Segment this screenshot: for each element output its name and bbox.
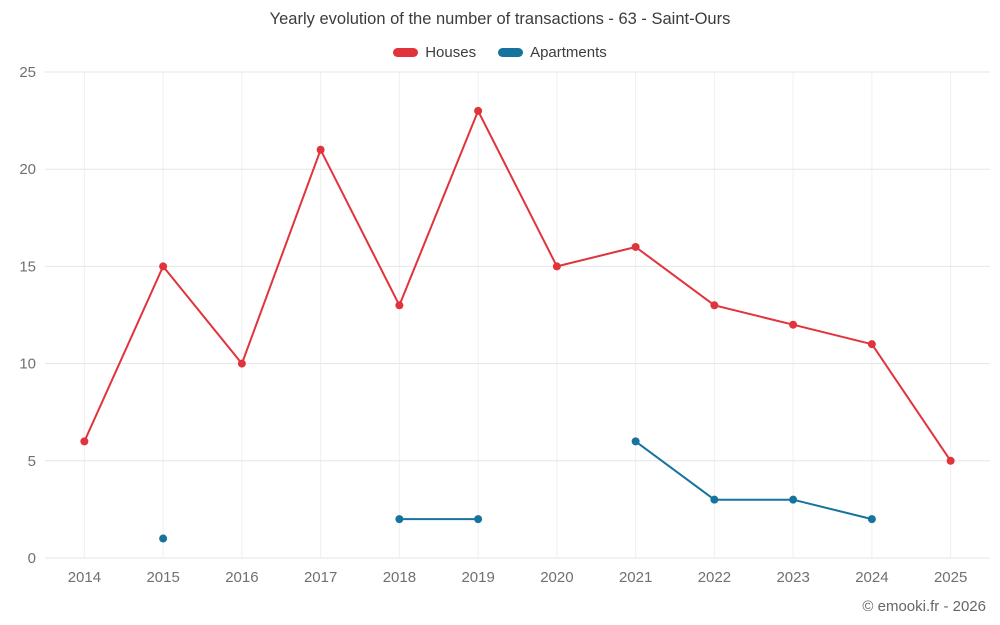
svg-text:25: 25: [19, 64, 36, 81]
legend-label-apartments: Apartments: [530, 44, 607, 61]
svg-text:2015: 2015: [146, 569, 179, 586]
svg-text:2017: 2017: [304, 569, 337, 586]
legend-item-apartments[interactable]: Apartments: [498, 44, 607, 61]
svg-text:2016: 2016: [225, 569, 258, 586]
svg-text:2014: 2014: [68, 569, 101, 586]
svg-text:2024: 2024: [855, 569, 888, 586]
svg-text:2021: 2021: [619, 569, 652, 586]
svg-text:2020: 2020: [540, 569, 573, 586]
svg-text:2022: 2022: [698, 569, 731, 586]
legend-swatch-houses: [393, 48, 419, 57]
svg-text:5: 5: [28, 453, 36, 470]
svg-text:20: 20: [19, 161, 36, 178]
svg-text:2025: 2025: [934, 569, 967, 586]
legend-label-houses: Houses: [425, 44, 477, 61]
svg-text:15: 15: [19, 258, 36, 275]
svg-text:2023: 2023: [776, 569, 809, 586]
legend-item-houses[interactable]: Houses: [393, 44, 476, 61]
chart-legend: Houses Apartments: [0, 44, 1000, 61]
chart-title: Yearly evolution of the number of transa…: [269, 10, 731, 28]
svg-text:10: 10: [19, 356, 36, 373]
legend-swatch-apartments: [498, 48, 524, 57]
copyright-text: © emooki.fr - 2026: [862, 598, 986, 615]
svg-text:2018: 2018: [383, 569, 416, 586]
svg-text:2019: 2019: [461, 569, 494, 586]
svg-text:0: 0: [28, 550, 36, 567]
